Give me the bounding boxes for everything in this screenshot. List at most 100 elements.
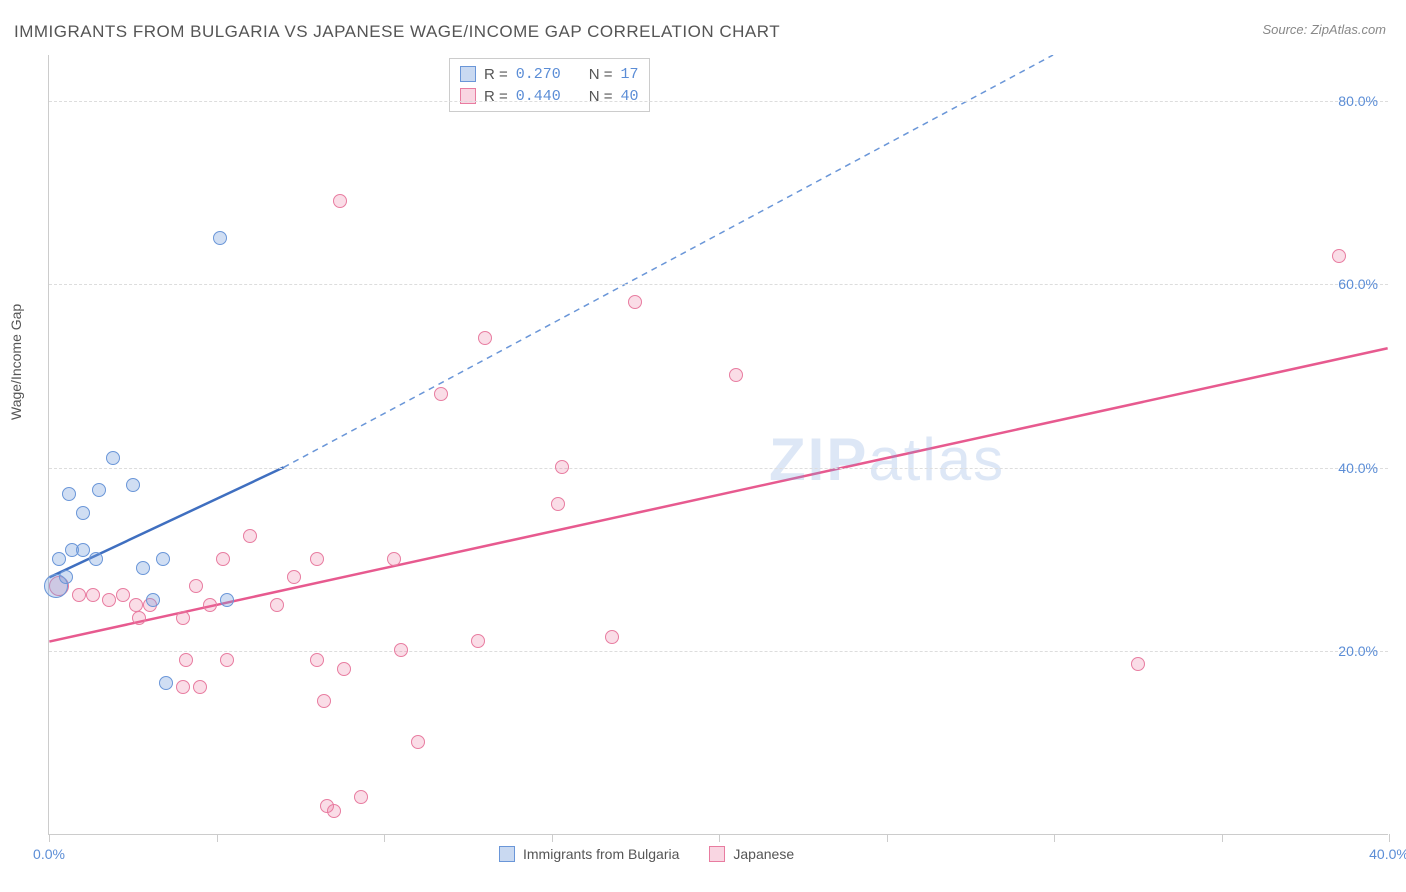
scatter-point: [76, 543, 90, 557]
x-tick: [217, 834, 218, 842]
scatter-point: [551, 497, 565, 511]
watermark: ZIPatlas: [769, 425, 1005, 494]
trend-line-dashed: [284, 55, 1054, 467]
scatter-point: [106, 451, 120, 465]
swatch-blue-icon: [499, 846, 515, 862]
scatter-point: [213, 231, 227, 245]
scatter-point: [89, 552, 103, 566]
scatter-point: [156, 552, 170, 566]
x-tick-label: 0.0%: [33, 846, 65, 862]
scatter-point: [605, 630, 619, 644]
x-tick: [384, 834, 385, 842]
x-tick: [1054, 834, 1055, 842]
scatter-point: [193, 680, 207, 694]
scatter-point: [102, 593, 116, 607]
scatter-point: [333, 194, 347, 208]
swatch-blue-icon: [460, 66, 476, 82]
r-value-bulgaria: 0.270: [516, 66, 561, 83]
scatter-point: [287, 570, 301, 584]
y-tick-label: 80.0%: [1338, 93, 1378, 109]
scatter-point: [220, 593, 234, 607]
scatter-point: [76, 506, 90, 520]
n-value-japanese: 40: [621, 88, 639, 105]
scatter-point: [136, 561, 150, 575]
trend-lines-svg: [49, 55, 1388, 834]
scatter-point: [52, 552, 66, 566]
x-tick: [49, 834, 50, 842]
scatter-point: [72, 588, 86, 602]
scatter-point: [159, 676, 173, 690]
scatter-point: [555, 460, 569, 474]
scatter-point: [132, 611, 146, 625]
scatter-point: [394, 643, 408, 657]
n-label: N =: [589, 66, 613, 83]
y-tick-label: 40.0%: [1338, 460, 1378, 476]
legend-label-japanese: Japanese: [733, 846, 794, 862]
scatter-point: [179, 653, 193, 667]
watermark-atlas: atlas: [868, 426, 1005, 493]
scatter-point: [86, 588, 100, 602]
scatter-point: [216, 552, 230, 566]
y-axis-label: Wage/Income Gap: [8, 304, 24, 420]
x-tick: [552, 834, 553, 842]
series-legend: Immigrants from Bulgaria Japanese: [499, 846, 794, 862]
scatter-point: [243, 529, 257, 543]
scatter-point: [62, 487, 76, 501]
source-attribution: Source: ZipAtlas.com: [1262, 22, 1386, 37]
legend-item-bulgaria: Immigrants from Bulgaria: [499, 846, 679, 862]
scatter-point: [310, 653, 324, 667]
scatter-point: [270, 598, 284, 612]
x-tick: [887, 834, 888, 842]
scatter-point: [176, 680, 190, 694]
trend-line-solid: [49, 348, 1387, 641]
scatter-point: [126, 478, 140, 492]
scatter-point: [337, 662, 351, 676]
swatch-pink-icon: [709, 846, 725, 862]
scatter-point: [317, 694, 331, 708]
legend-row-bulgaria: R = 0.270 N = 17: [460, 63, 639, 85]
plot-area: R = 0.270 N = 17 R = 0.440 N = 40 ZIPatl…: [48, 55, 1388, 835]
watermark-zip: ZIP: [769, 426, 868, 493]
chart-title: IMMIGRANTS FROM BULGARIA VS JAPANESE WAG…: [14, 22, 780, 42]
scatter-point: [310, 552, 324, 566]
legend-item-japanese: Japanese: [709, 846, 794, 862]
scatter-point: [471, 634, 485, 648]
r-label: R =: [484, 66, 508, 83]
gridline-h: [49, 651, 1388, 652]
scatter-point: [189, 579, 203, 593]
scatter-point: [220, 653, 234, 667]
scatter-point: [116, 588, 130, 602]
scatter-point: [478, 331, 492, 345]
chart-container: IMMIGRANTS FROM BULGARIA VS JAPANESE WAG…: [0, 0, 1406, 892]
n-label: N =: [589, 88, 613, 105]
legend-label-bulgaria: Immigrants from Bulgaria: [523, 846, 679, 862]
scatter-point: [327, 804, 341, 818]
scatter-point: [1332, 249, 1346, 263]
r-value-japanese: 0.440: [516, 88, 561, 105]
n-value-bulgaria: 17: [621, 66, 639, 83]
scatter-point: [129, 598, 143, 612]
correlation-legend: R = 0.270 N = 17 R = 0.440 N = 40: [449, 58, 650, 112]
scatter-point: [387, 552, 401, 566]
scatter-point: [354, 790, 368, 804]
gridline-h: [49, 101, 1388, 102]
legend-row-japanese: R = 0.440 N = 40: [460, 85, 639, 107]
scatter-point: [1131, 657, 1145, 671]
x-tick: [1389, 834, 1390, 842]
scatter-point: [203, 598, 217, 612]
r-label: R =: [484, 88, 508, 105]
scatter-point: [434, 387, 448, 401]
x-tick-label: 40.0%: [1369, 846, 1406, 862]
scatter-point: [411, 735, 425, 749]
x-tick: [1222, 834, 1223, 842]
gridline-h: [49, 468, 1388, 469]
scatter-point: [59, 570, 73, 584]
scatter-point: [176, 611, 190, 625]
gridline-h: [49, 284, 1388, 285]
y-tick-label: 20.0%: [1338, 643, 1378, 659]
x-tick: [719, 834, 720, 842]
y-tick-label: 60.0%: [1338, 276, 1378, 292]
scatter-point: [146, 593, 160, 607]
scatter-point: [729, 368, 743, 382]
scatter-point: [628, 295, 642, 309]
